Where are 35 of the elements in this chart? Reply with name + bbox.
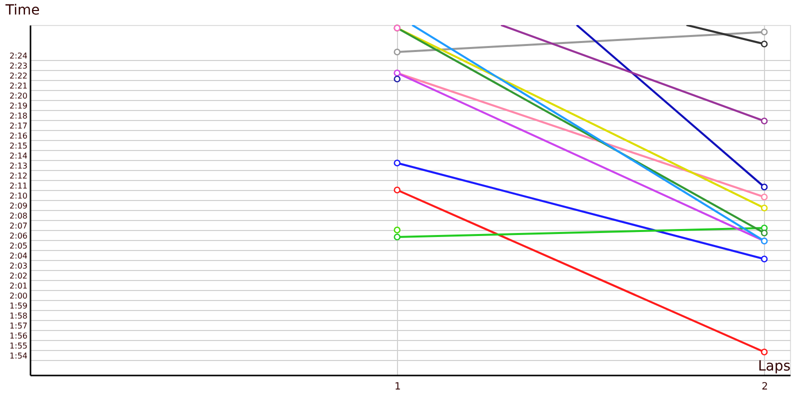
x-axis-title: Laps	[758, 358, 790, 374]
y-tick-label: 2:17	[10, 122, 28, 130]
y-tick-label: 1:56	[10, 332, 28, 340]
y-tick-label: 2:23	[10, 62, 28, 70]
y-tick-label: 2:16	[10, 132, 28, 140]
y-tick-label: 2:14	[10, 152, 28, 160]
y-tick-label: 2:11	[10, 182, 28, 190]
x-tick-label: 1	[394, 382, 401, 392]
y-tick-label: 1:58	[10, 312, 28, 320]
y-tick-label: 2:08	[10, 212, 28, 220]
y-tick-label: 1:55	[10, 342, 28, 350]
y-tick-label: 2:05	[10, 242, 28, 250]
y-tick-label: 2:24	[10, 52, 28, 60]
y-tick-label: 2:22	[10, 72, 28, 80]
y-tick-label: 2:02	[10, 272, 28, 280]
y-tick-label: 2:00	[10, 292, 28, 300]
y-tick-label: 2:15	[10, 142, 28, 150]
y-tick-label: 2:12	[10, 172, 28, 180]
y-tick-label: 2:09	[10, 202, 28, 210]
y-tick-label: 2:21	[10, 82, 28, 90]
y-tick-label: 1:54	[10, 352, 28, 360]
y-tick-label: 2:18	[10, 112, 28, 120]
y-tick-label: 2:20	[10, 92, 28, 100]
y-axis-title: Time	[4, 2, 40, 18]
y-tick-label: 2:01	[10, 282, 28, 290]
x-tick-label: 2	[762, 382, 768, 392]
y-tick-label: 2:04	[10, 252, 28, 260]
y-tick-label: 2:10	[10, 192, 28, 200]
y-tick-label: 2:06	[10, 232, 28, 240]
y-tick-label: 2:03	[10, 262, 28, 270]
y-tick-label: 2:13	[10, 162, 28, 170]
y-tick-label: 1:57	[10, 322, 28, 330]
y-tick-label: 2:19	[10, 102, 28, 110]
y-tick-label: 2:07	[10, 222, 28, 230]
y-tick-label: 1:59	[10, 302, 28, 310]
